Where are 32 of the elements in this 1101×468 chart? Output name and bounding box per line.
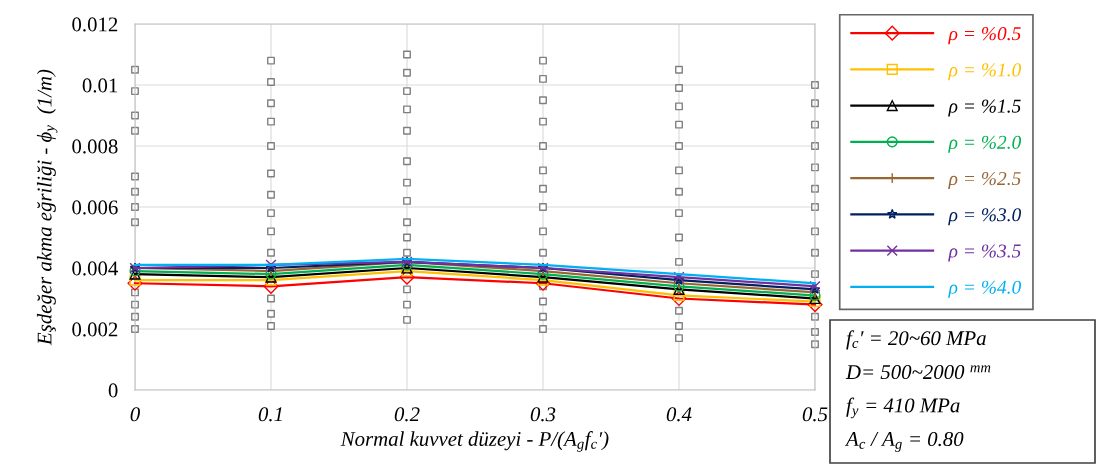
- legend-label: ρ = %1.0: [948, 63, 1022, 81]
- y-tick-label: 0.002: [72, 322, 118, 337]
- legend-label: ρ = %3.5: [948, 244, 1021, 262]
- legend-label: ρ = %0.5: [948, 27, 1021, 45]
- y-tick-label: 0.004: [72, 261, 119, 276]
- legend-label: ρ = %1.5: [948, 99, 1021, 117]
- legend-label: ρ = %2.5: [948, 171, 1021, 190]
- x-tick-label: 0: [130, 407, 140, 422]
- y-tick-label: 0.01: [82, 78, 118, 93]
- point: [807, 297, 823, 313]
- y-tick-label: 0.006: [72, 200, 118, 215]
- text: D= 500~2000 $^{mm}$: [845, 365, 991, 380]
- y-tick-label: 0.012: [72, 17, 118, 32]
- x-tick-label: 0.2: [394, 407, 420, 422]
- point: [671, 290, 687, 307]
- y-axis-title: Eşdeğer akma eğriliği - ϕ$_{y}$ (1/m): [36, 69, 58, 346]
- y-tick-label: 0: [108, 383, 118, 398]
- x-tick-label: 0.1: [258, 407, 282, 422]
- text: f$_{y}$ = 410 MPa: [846, 397, 960, 419]
- x-tick-label: 0.5: [802, 407, 828, 422]
- point: [129, 274, 141, 286]
- text: A$_{c}$ / A$_{g}$ = 0.80: [844, 432, 964, 452]
- text: f$_{c}$′ = 20~60 MPa: [846, 330, 986, 350]
- point: [127, 275, 143, 291]
- y-tick-label: 0.008: [72, 139, 118, 154]
- legend-label: ρ = %4.0: [948, 280, 1022, 298]
- legend-label: ρ = %2.0: [948, 135, 1022, 153]
- legend-label: ρ = %3.0: [948, 208, 1022, 226]
- x-tick-label: 0.3: [530, 407, 556, 422]
- x-axis-title: Normal kuvvet düzeyi - P/(A$_{g}$f$_{c}$′): [340, 431, 609, 452]
- point: [673, 289, 685, 302]
- x-tick-label: 0.4: [666, 407, 692, 422]
